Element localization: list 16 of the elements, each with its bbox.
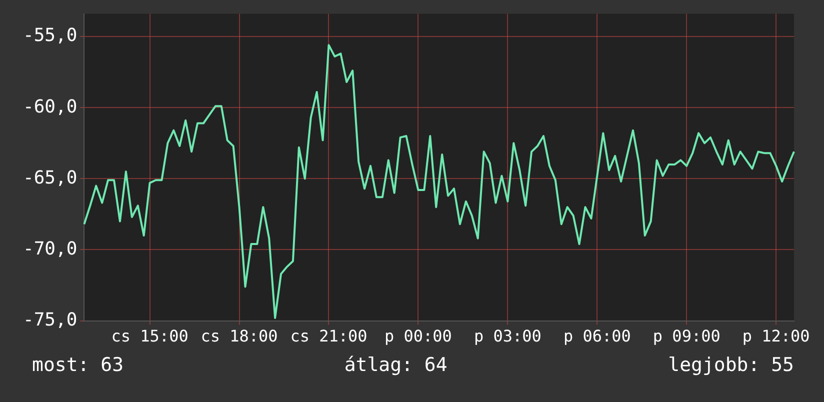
y-tick-label: -75,0 bbox=[22, 309, 78, 330]
x-tick-label: cs 15:00 bbox=[111, 326, 188, 346]
x-tick-label: p 03:00 bbox=[474, 326, 542, 346]
x-tick-label: p 00:00 bbox=[384, 326, 452, 346]
y-tick-label: -60,0 bbox=[22, 96, 78, 118]
x-tick-label: cs 18:00 bbox=[200, 326, 278, 346]
y-tick-label: -55,0 bbox=[22, 25, 78, 46]
x-tick-label: p 06:00 bbox=[563, 326, 631, 346]
y-tick-label: -70,0 bbox=[22, 238, 78, 260]
text: most: 63 bbox=[32, 354, 124, 376]
x-tick-label: cs 21:00 bbox=[290, 326, 368, 346]
text: átlag: 64 bbox=[344, 354, 448, 376]
x-tick-label: p 12:00 bbox=[742, 326, 810, 346]
x-tick-label: p 09:00 bbox=[652, 326, 720, 346]
y-tick-label: -65,0 bbox=[22, 167, 78, 188]
text: legjobb: 55 bbox=[668, 354, 794, 376]
